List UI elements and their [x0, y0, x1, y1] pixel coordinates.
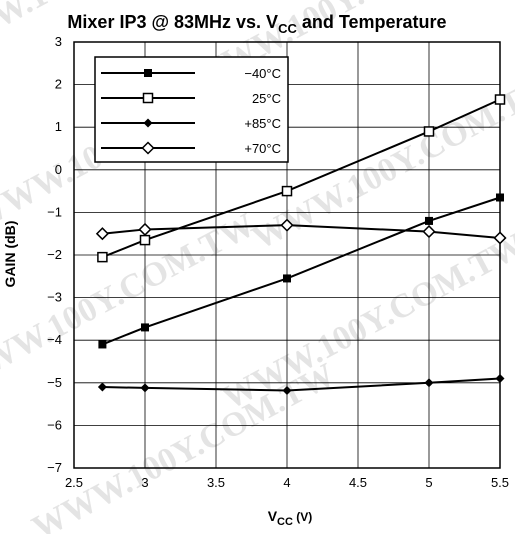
legend-marker [144, 69, 152, 77]
y-tick-label: −5 [47, 375, 62, 390]
data-point [282, 385, 292, 395]
data-point [95, 227, 109, 241]
data-point [422, 225, 436, 239]
y-axis-label: GAIN (dB) [2, 221, 18, 288]
data-point [140, 383, 150, 393]
series-1 [98, 193, 504, 349]
series-2 [97, 94, 506, 263]
y-tick-label: 2 [55, 77, 62, 92]
y-axis-ticks: 3 2 1 0 −1 −2 −3 −4 −5 −6 −7 [47, 34, 62, 475]
x-axis-label-tail: (V) [293, 510, 312, 524]
data-point [424, 378, 434, 388]
data-point [283, 274, 291, 283]
legend-entry: +70°C [101, 141, 281, 156]
y-tick-label: 0 [55, 162, 62, 177]
data-point [141, 323, 149, 332]
chart-title-tail: and Temperature [297, 12, 447, 32]
series-4 [95, 218, 507, 245]
y-tick-label: −6 [47, 417, 62, 432]
chart-title-main: Mixer IP3 @ 83MHz vs. V [67, 12, 278, 32]
x-axis-label-subscript: CC [277, 516, 293, 528]
y-tick-label: 1 [55, 119, 62, 134]
y-tick-label: −3 [47, 290, 62, 305]
plot-area-frame [73, 41, 501, 469]
x-axis-label: VCC (V) [268, 508, 313, 528]
data-point [139, 234, 151, 246]
y-tick-label: −1 [47, 204, 62, 219]
legend-label: −40°C [244, 66, 281, 81]
data-point [97, 251, 108, 263]
y-tick-label: −4 [47, 332, 62, 347]
data-point [493, 231, 507, 245]
x-tick-label: 2.5 [65, 475, 83, 490]
data-point [138, 222, 152, 237]
chart-title: Mixer IP3 @ 83MHz vs. VCC and Temperatur… [67, 12, 446, 36]
x-axis-ticks: 2.5 3 3.5 4 4.5 5 5.5 [65, 475, 509, 490]
data-point [423, 126, 435, 137]
x-tick-label: 4 [283, 475, 290, 490]
data-point [280, 218, 294, 232]
x-tick-label: 4.5 [349, 475, 367, 490]
y-tick-label: 3 [55, 34, 62, 49]
data-point [97, 382, 107, 392]
series-3 [97, 374, 505, 395]
legend-label: 25°C [252, 91, 281, 106]
series-layer [95, 94, 507, 395]
y-tick-label: −2 [47, 247, 62, 262]
data-point [425, 216, 433, 225]
legend-entry: 25°C [101, 91, 281, 106]
x-tick-label: 3 [141, 475, 148, 490]
legend-entry: +85°C [101, 116, 281, 131]
legend-entry: −40°C [101, 66, 281, 81]
legend-label: +70°C [244, 141, 281, 156]
x-tick-label: 3.5 [207, 475, 225, 490]
legend: −40°C 25°C +85°C +70°C [94, 56, 289, 163]
x-tick-label: 5.5 [491, 475, 509, 490]
data-point [495, 374, 505, 384]
legend-marker [141, 141, 155, 155]
y-tick-label: −7 [47, 460, 62, 475]
legend-label: +85°C [244, 116, 281, 131]
data-point [98, 340, 107, 349]
data-point [281, 185, 293, 197]
legend-box [94, 56, 289, 163]
chart-title-subscript: CC [278, 21, 297, 36]
legend-marker [142, 92, 154, 104]
legend-marker [143, 118, 153, 128]
data-point [496, 193, 504, 202]
x-axis-label-main: V [268, 508, 278, 524]
data-point [494, 94, 506, 105]
x-tick-label: 5 [425, 475, 432, 490]
